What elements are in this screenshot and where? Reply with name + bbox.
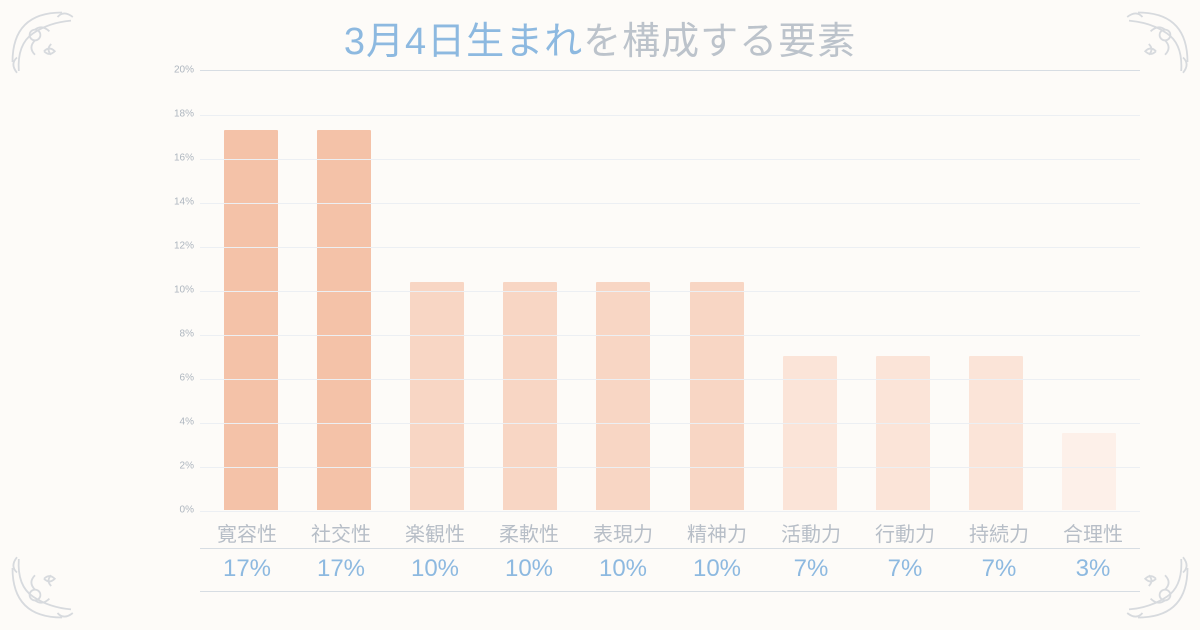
bar xyxy=(410,282,464,510)
category-label: 活動力 xyxy=(764,518,858,547)
y-tick-label: 16% xyxy=(160,153,194,164)
percent-label: 3% xyxy=(1046,555,1140,583)
y-tick-label: 10% xyxy=(160,285,194,296)
category-row: 寛容性社交性楽観性柔軟性表現力精神力活動力行動力持続力合理性 xyxy=(200,518,1140,547)
chart-title: 3月4日生まれを構成する要素 xyxy=(0,0,1200,65)
y-tick-label: 8% xyxy=(160,329,194,340)
title-rest: を構成する要素 xyxy=(583,21,856,63)
percent-label: 17% xyxy=(294,555,388,583)
bar xyxy=(317,130,371,510)
category-label: 持続力 xyxy=(952,518,1046,547)
y-tick-label: 20% xyxy=(160,65,194,76)
grid-line xyxy=(200,467,1140,468)
percent-label: 10% xyxy=(388,555,482,583)
percent-label: 7% xyxy=(952,555,1046,583)
percent-label: 7% xyxy=(858,555,952,583)
grid-line xyxy=(200,115,1140,116)
bar xyxy=(690,282,744,510)
category-label: 行動力 xyxy=(858,518,952,547)
category-label: 合理性 xyxy=(1046,518,1140,547)
grid-line xyxy=(200,335,1140,336)
bar xyxy=(503,282,557,510)
y-tick-label: 2% xyxy=(160,461,194,472)
grid-line xyxy=(200,511,1140,512)
plot-area xyxy=(200,70,1140,510)
category-label: 楽観性 xyxy=(388,518,482,547)
grid-line xyxy=(200,247,1140,248)
y-tick-label: 4% xyxy=(160,417,194,428)
percent-label: 7% xyxy=(764,555,858,583)
grid-line xyxy=(200,423,1140,424)
percent-label: 10% xyxy=(576,555,670,583)
category-label: 寛容性 xyxy=(200,518,294,547)
y-tick-label: 12% xyxy=(160,241,194,252)
category-label: 社交性 xyxy=(294,518,388,547)
bar-chart: 0%2%4%6%8%10%12%14%16%18%20% xyxy=(140,70,1140,540)
ornament-corner xyxy=(8,532,98,622)
percent-label: 17% xyxy=(200,555,294,583)
grid-line xyxy=(200,203,1140,204)
category-label: 柔軟性 xyxy=(482,518,576,547)
y-tick-label: 6% xyxy=(160,373,194,384)
y-tick-label: 14% xyxy=(160,197,194,208)
category-label: 表現力 xyxy=(576,518,670,547)
ornament-corner xyxy=(8,8,98,98)
y-tick-label: 0% xyxy=(160,505,194,516)
grid-line xyxy=(200,379,1140,380)
title-accent: 3月4日生まれ xyxy=(344,21,583,63)
bar xyxy=(1062,433,1116,510)
y-tick-label: 18% xyxy=(160,109,194,120)
bar xyxy=(596,282,650,510)
category-label: 精神力 xyxy=(670,518,764,547)
bar xyxy=(224,130,278,510)
percent-label: 10% xyxy=(670,555,764,583)
percent-row: 17%17%10%10%10%10%7%7%7%3% xyxy=(200,548,1140,592)
grid-line xyxy=(200,291,1140,292)
percent-label: 10% xyxy=(482,555,576,583)
grid-line xyxy=(200,159,1140,160)
